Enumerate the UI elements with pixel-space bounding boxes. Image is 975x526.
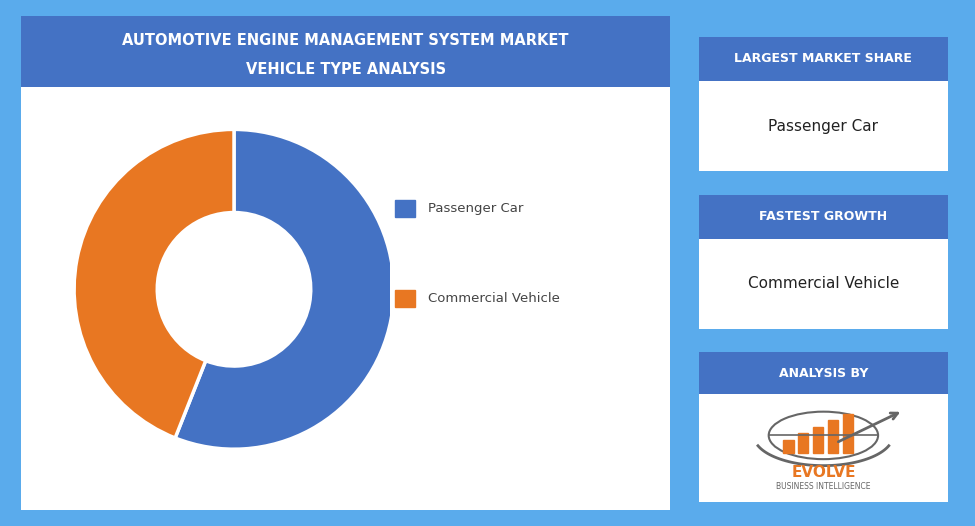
Bar	[396, 290, 414, 307]
Text: EVOLVE: EVOLVE	[791, 464, 856, 480]
Text: Passenger Car: Passenger Car	[428, 202, 524, 215]
Text: Commercial Vehicle: Commercial Vehicle	[428, 292, 560, 305]
Wedge shape	[176, 129, 394, 449]
Text: Passenger Car: Passenger Car	[768, 118, 878, 134]
Text: AUTOMOTIVE ENGINE MANAGEMENT SYSTEM MARKET: AUTOMOTIVE ENGINE MANAGEMENT SYSTEM MARK…	[123, 33, 568, 48]
Bar	[828, 420, 838, 453]
Text: ANALYSIS BY: ANALYSIS BY	[779, 367, 868, 380]
Wedge shape	[74, 129, 234, 438]
Text: FASTEST GROWTH: FASTEST GROWTH	[760, 210, 887, 223]
Bar	[798, 433, 808, 453]
Bar	[783, 440, 794, 453]
Text: 56%: 56%	[238, 298, 288, 318]
Text: Commercial Vehicle: Commercial Vehicle	[748, 276, 899, 291]
Bar	[813, 427, 823, 453]
Bar	[842, 414, 853, 453]
Text: BUSINESS INTELLIGENCE: BUSINESS INTELLIGENCE	[776, 482, 871, 491]
Text: VEHICLE TYPE ANALYSIS: VEHICLE TYPE ANALYSIS	[246, 62, 446, 77]
Bar	[396, 200, 414, 217]
Text: LARGEST MARKET SHARE: LARGEST MARKET SHARE	[734, 53, 913, 65]
